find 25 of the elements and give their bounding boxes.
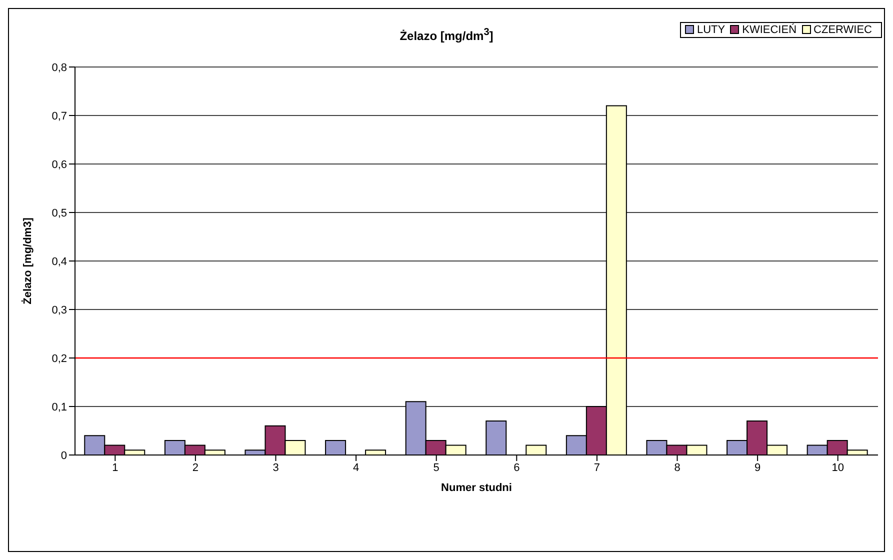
y-tick-label: 0,6 [52, 158, 67, 171]
legend-label: CZERWIEC [812, 24, 872, 36]
y-tick-label: 0,3 [52, 304, 67, 316]
y-tick-label: 0,1 [52, 401, 67, 414]
x-tick-label: 4 [352, 462, 360, 474]
legend-label: LUTY [696, 24, 726, 36]
legend-label: KWIECIEŃ [741, 24, 797, 36]
x-tick-label: 6 [514, 462, 520, 474]
y-tick-label: 0 [60, 450, 67, 462]
x-tick-label: 9 [754, 462, 761, 474]
y-tick-label: 0,4 [52, 256, 67, 268]
chart-title: Żelazo [mg/dm$^{3}$] [400, 27, 494, 43]
x-tick-label: 5 [433, 462, 440, 474]
y-tick-label: 0,8 [52, 62, 67, 74]
y-axis-title: Żelazo [mg/dm3] [20, 217, 34, 304]
x-axis-title: Numer studni [441, 482, 512, 494]
x-tick-label: 1 [112, 462, 118, 474]
x-tick-label: 7 [594, 462, 600, 474]
x-tick-label: 8 [674, 462, 680, 474]
y-tick-label: 0,5 [52, 207, 67, 220]
y-tick-label: 0,2 [52, 352, 67, 365]
x-tick-label: 3 [272, 462, 279, 474]
y-tick-label: 0,7 [52, 110, 67, 122]
x-tick-label: 10 [832, 462, 844, 474]
x-tick-label: 2 [192, 462, 199, 474]
